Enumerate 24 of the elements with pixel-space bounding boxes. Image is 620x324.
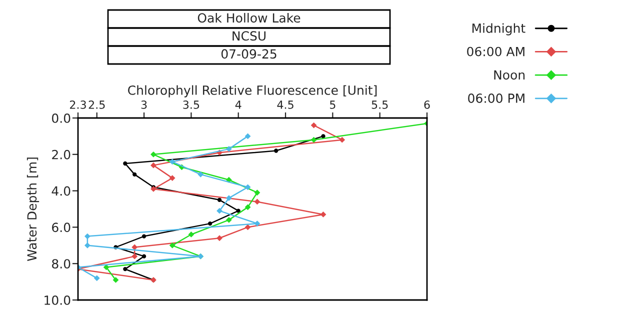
x-tick-label: 3 xyxy=(141,100,147,109)
legend-label: Midnight xyxy=(472,23,526,36)
y-tick-label: 6.0 xyxy=(52,222,70,232)
y-tick-label: 10.0 xyxy=(44,295,70,305)
y-tick-label: 2.0 xyxy=(52,150,70,160)
y-axis-title: Water Depth [m] xyxy=(26,158,40,262)
legend-label: 06:00 AM xyxy=(467,46,524,56)
x-tick-label: 4.5 xyxy=(277,100,294,109)
y-tick-label: 8.0 xyxy=(52,259,70,269)
x-tick-label: 6 xyxy=(424,100,430,109)
legend-label: Noon xyxy=(494,70,525,80)
text: 07-09-25 xyxy=(221,49,276,59)
chart-subtitle: NCSU xyxy=(232,31,266,41)
x-tick-label: 2.3 xyxy=(70,100,86,109)
x-tick-label: 5 xyxy=(330,100,336,109)
chart-title: Oak Hollow Lake xyxy=(198,12,300,23)
y-tick-label: 0.0 xyxy=(52,113,70,123)
x-tick-label: 4 xyxy=(235,100,242,109)
x-tick-label: 2.5 xyxy=(88,100,105,109)
y-tick-label: 4.0 xyxy=(52,186,70,196)
legend-label: 06:00 PM xyxy=(468,94,524,103)
x-axis-title: Chlorophyll Relative Fluorescence [Unit] xyxy=(128,85,377,98)
x-tick-label: 5.5 xyxy=(372,100,388,109)
x-tick-label: 3.5 xyxy=(183,100,200,109)
